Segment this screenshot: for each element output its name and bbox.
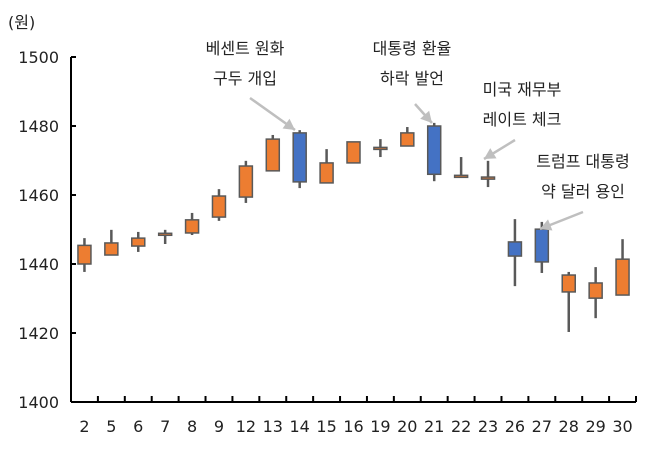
candle-body (77, 244, 92, 265)
axes: 1400 1420 1440 1460 1480 1500 2 5 6 7 8 9 12 13 14 15 16… (18, 48, 637, 436)
x-tick-label: 16 (343, 417, 363, 436)
candle-9 (211, 189, 227, 221)
candle-22 (453, 157, 469, 179)
candle-body (319, 162, 334, 184)
candle-12 (238, 160, 254, 203)
candle-body (426, 125, 442, 176)
annotation-text: 트럼프 대통령 (536, 152, 629, 171)
x-tick-label: 29 (585, 417, 605, 436)
x-tick-label: 9 (214, 417, 224, 436)
candle-body (588, 282, 603, 299)
x-tick-label: 27 (532, 417, 552, 436)
candle-2 (77, 238, 92, 272)
candle-body (265, 138, 281, 172)
annotation-text: 레이트 체크 (483, 110, 562, 129)
y-tick-label: 1400 (18, 393, 59, 412)
arrowhead-icon (540, 219, 553, 231)
candle-19 (373, 139, 388, 158)
x-tick-label: 6 (133, 417, 143, 436)
candle-body (453, 174, 469, 179)
y-tick-label: 1460 (18, 186, 59, 205)
y-tick-label: 1420 (18, 324, 59, 343)
y-tick-label: 1480 (18, 117, 59, 136)
y-tick-label: 1500 (18, 48, 59, 67)
candle-6 (131, 231, 146, 252)
candle-16 (346, 141, 361, 164)
x-tick-label: 23 (478, 417, 498, 436)
candle-30 (615, 239, 630, 296)
candle-13 (265, 134, 281, 172)
x-tick-label: 12 (236, 417, 256, 436)
candle-21 (426, 122, 442, 182)
annotation-text: 미국 재무부 (483, 80, 562, 99)
candle-body (104, 242, 119, 256)
candle-7 (157, 229, 173, 244)
x-tick-label: 20 (397, 417, 417, 436)
arrowhead-icon (420, 110, 432, 123)
x-tick-label: 5 (106, 417, 116, 436)
annotation-text: 베센트 원화 (206, 39, 285, 58)
candle-body (292, 132, 307, 183)
candle-14 (292, 130, 307, 189)
y-tick-label: 1440 (18, 255, 59, 274)
candle-5 (104, 229, 119, 256)
annotation-text: 대통령 환율 (373, 39, 452, 58)
candle-body (615, 258, 630, 296)
candle-26 (507, 219, 523, 287)
candle-body (238, 165, 254, 198)
x-tick-label: 2 (79, 417, 89, 436)
candle-15 (319, 149, 334, 184)
candle-28 (561, 271, 576, 332)
x-tick-label: 13 (263, 417, 283, 436)
arrowhead-icon (282, 118, 295, 130)
candle-body (211, 195, 227, 218)
annotation-text: 하락 발언 (380, 69, 444, 88)
y-axis-unit-label: (원) (8, 13, 35, 32)
x-tick-label: 8 (187, 417, 197, 436)
candle-body (131, 237, 146, 247)
x-tick-label: 7 (160, 417, 170, 436)
candle-23 (480, 160, 496, 188)
annotation-text: 약 달러 용인 (541, 182, 625, 201)
x-tick-label: 21 (424, 417, 444, 436)
candle-body (534, 228, 550, 263)
candle-20 (400, 127, 415, 147)
candle-29 (588, 267, 603, 319)
x-tick-label: 28 (559, 417, 579, 436)
annotation-text: 구두 개입 (213, 69, 277, 88)
x-tick-label: 15 (316, 417, 336, 436)
candle-body (346, 141, 361, 164)
candle-body (184, 219, 200, 234)
candle-body (480, 176, 496, 180)
arrowhead-icon (484, 148, 497, 159)
x-tick-label: 26 (505, 417, 525, 436)
candles (77, 122, 630, 332)
candle-8 (184, 212, 200, 236)
candle-body (507, 241, 523, 257)
candle-body (373, 146, 388, 151)
x-tick-label: 19 (370, 417, 390, 436)
candle-body (561, 274, 576, 293)
candle-body (157, 232, 173, 237)
x-tick-label: 22 (451, 417, 471, 436)
x-tick-label: 30 (612, 417, 632, 436)
x-tick-label: 14 (290, 417, 310, 436)
candle-body (400, 132, 415, 147)
